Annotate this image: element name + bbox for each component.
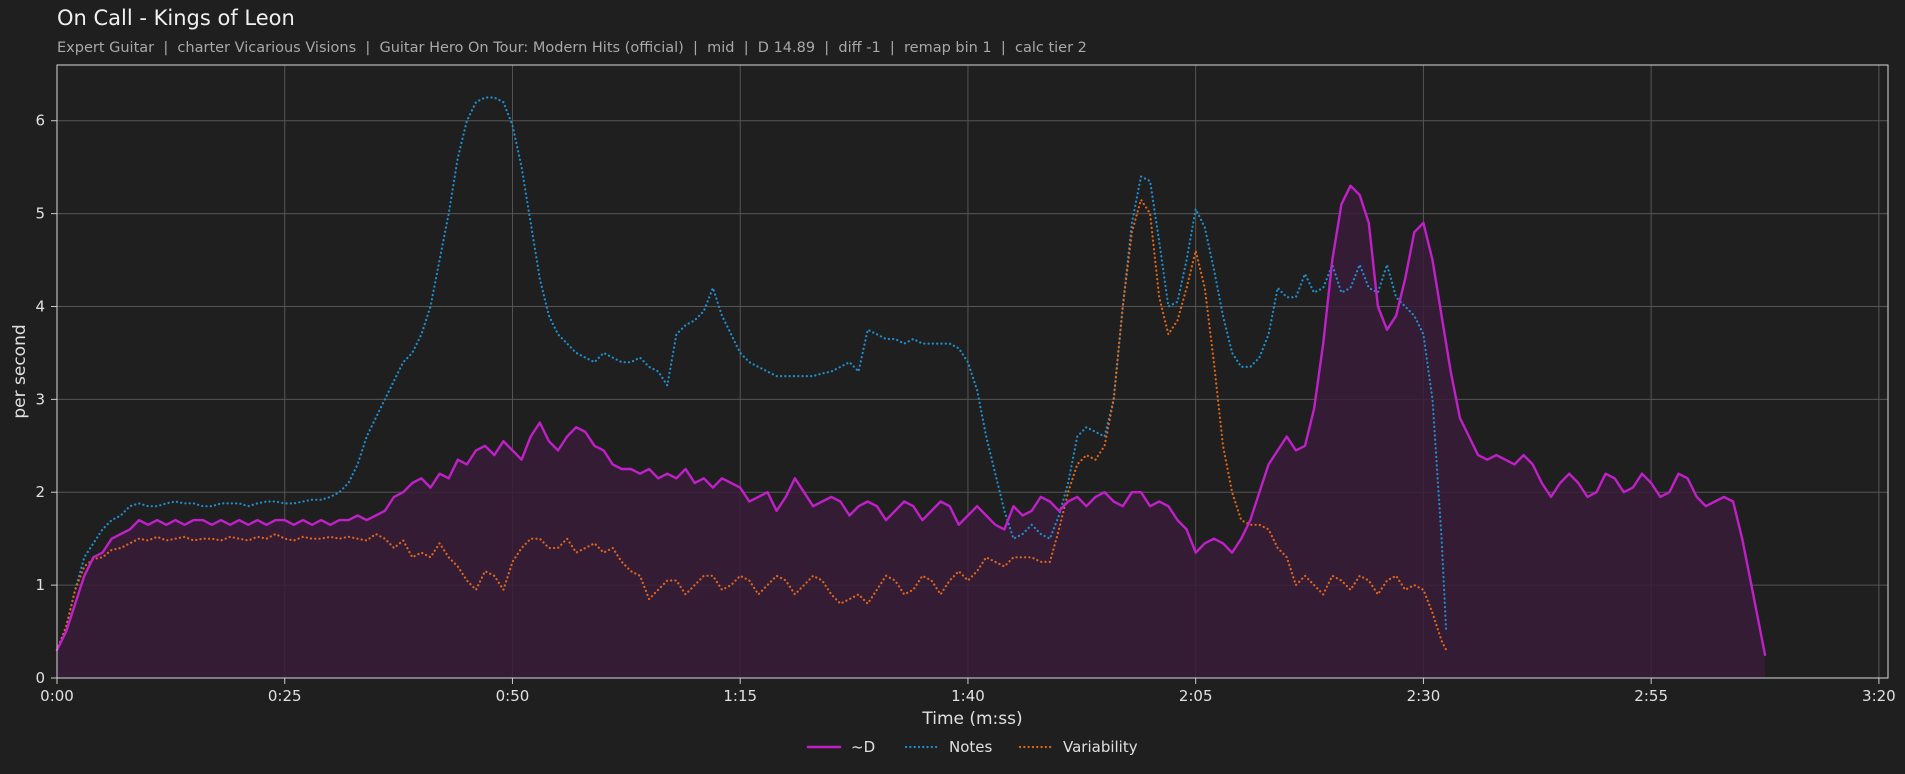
x-tick-label: 0:50 [496, 687, 530, 705]
y-axis-label: per second [10, 324, 30, 418]
x-tick-label: 1:15 [723, 687, 757, 705]
x-axis-label: Time (m:ss) [921, 709, 1022, 729]
series-line [55, 96, 1448, 652]
x-tick-label: 2:55 [1634, 687, 1668, 705]
legend: ~D Notes Variability [806, 738, 1138, 756]
series-lines [55, 96, 1767, 656]
x-tick-label: 3:20 [1862, 687, 1896, 705]
y-tick-label: 0 [35, 669, 45, 687]
x-tick-label: 0:00 [40, 687, 74, 705]
chart-title: On Call - Kings of Leon [57, 6, 295, 30]
y-tick-label: 1 [35, 576, 45, 594]
y-tick-label: 6 [35, 112, 45, 130]
series-area-fill [57, 185, 1765, 678]
legend-label: ~D [851, 738, 875, 756]
legend-label: Notes [949, 738, 993, 756]
chart-subtitle: Expert Guitar | charter Vicarious Vision… [57, 40, 1087, 56]
x-tick-label: 2:30 [1407, 687, 1441, 705]
area-fill [57, 185, 1765, 678]
series-line [55, 184, 1767, 656]
y-tick-label: 4 [35, 297, 45, 315]
x-tick-label: 1:40 [951, 687, 985, 705]
y-tick-label: 2 [35, 483, 45, 501]
plot-border [56, 64, 1889, 679]
y-tick-label: 3 [35, 390, 45, 408]
series-line [55, 198, 1448, 652]
x-tick-label: 2:05 [1179, 687, 1213, 705]
plot-frame [56, 64, 1889, 679]
x-axis-ticks: 0:00 0:25 0:50 1:15 1:40 2:05 2:30 2:55 3:20 [40, 678, 1896, 705]
legend-label: Variability [1063, 738, 1138, 756]
y-axis-ticks: 0 1 2 3 4 5 6 [35, 112, 57, 687]
x-tick-label: 0:25 [268, 687, 302, 705]
y-tick-label: 5 [35, 205, 45, 223]
